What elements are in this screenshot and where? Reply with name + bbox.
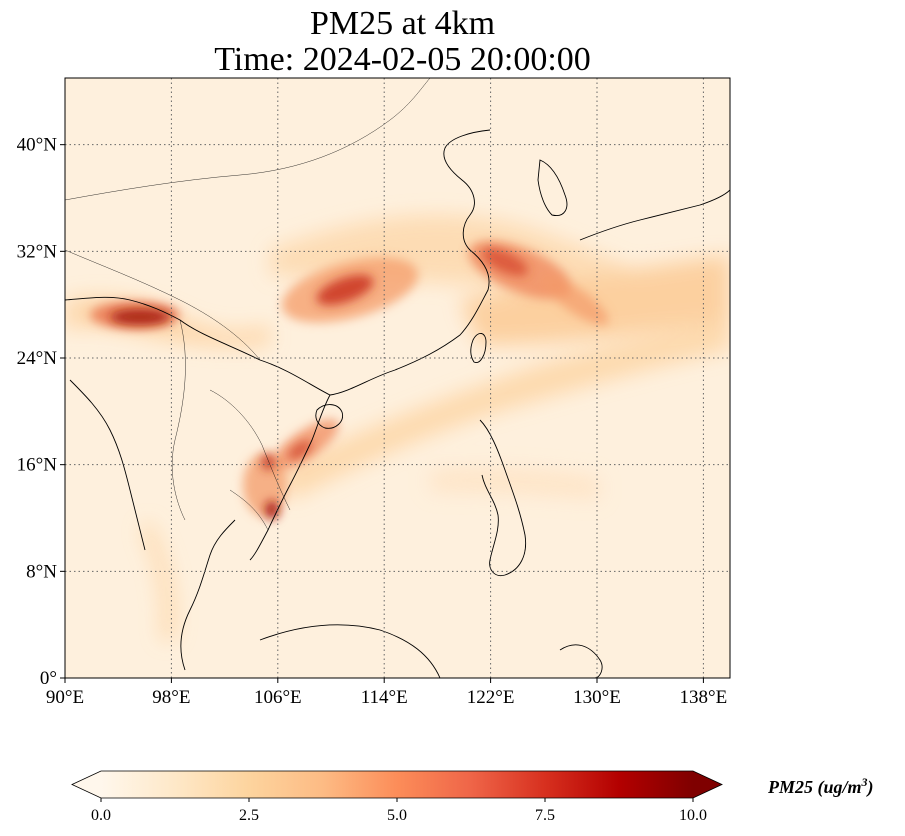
map-panel: 90°E 98°E 106°E 114°E 122°E 130°E 138°E 0° 8°N 1… xyxy=(17,77,731,708)
y-tick-label-5: 40°N xyxy=(17,135,58,156)
colorbar-tick-label-3: 7.5 xyxy=(535,807,555,824)
colorbar-tick-label-2: 5.0 xyxy=(387,807,407,824)
sulawesi-coastline xyxy=(559,644,603,678)
x-tick-label-4: 122°E xyxy=(467,687,515,708)
colorbar: 0.0 2.5 5.0 7.5 10.0 PM25 (ug/m3) xyxy=(71,770,874,824)
philippines-coastline xyxy=(479,419,527,577)
yangtze-outflow-plume xyxy=(541,275,609,325)
country-borders xyxy=(65,78,431,531)
map-subtitle-time: Time: 2024-02-05 20:00:00 xyxy=(214,41,591,78)
colorbar-gradient xyxy=(101,771,693,798)
cambodia-border xyxy=(229,489,269,531)
hainan-coastline xyxy=(315,404,343,429)
malay-peninsula-coastline xyxy=(180,519,236,671)
vietnam-coastline xyxy=(249,394,331,561)
pm25-field xyxy=(65,78,730,678)
laos-core xyxy=(262,454,274,470)
colorbar-tick-label-0: 0.0 xyxy=(91,807,111,824)
east-china-sea-band xyxy=(460,255,730,345)
x-tick-label-0: 90°E xyxy=(46,687,84,708)
north-vietnam-core xyxy=(288,440,312,460)
colorbar-tick-label-1: 2.5 xyxy=(239,807,259,824)
x-tick-label-6: 138°E xyxy=(680,687,728,708)
colorbar-extend-max xyxy=(693,771,722,798)
cambodia-core xyxy=(265,501,279,519)
map-background xyxy=(65,78,730,678)
y-tick-label-0: 0° xyxy=(40,668,57,689)
south-china-sea-band xyxy=(280,320,730,500)
map-title: PM25 at 4km xyxy=(309,5,496,42)
y-tick-label-3: 24°N xyxy=(17,348,58,369)
myanmar-border-core xyxy=(110,309,170,325)
myanmar-thailand-border xyxy=(171,319,186,521)
y-tick-label-4: 32°N xyxy=(17,241,58,262)
map-frame xyxy=(64,77,731,679)
x-tick-label-5: 130°E xyxy=(573,687,621,708)
longitude-axis: 90°E 98°E 106°E 114°E 122°E 130°E 138°E xyxy=(46,678,727,708)
colorbar-extend-min xyxy=(72,771,101,798)
taiwan-coastline xyxy=(470,333,487,363)
mongolia-border xyxy=(65,78,431,201)
andaman-band xyxy=(140,520,177,640)
korea-coastline xyxy=(537,159,568,216)
latitude-axis: 0° 8°N 16°N 24°N 32°N 40°N xyxy=(17,135,65,689)
china-southwest-border xyxy=(65,249,261,361)
x-tick-label-3: 114°E xyxy=(361,687,408,708)
bay-of-bengal-coastline xyxy=(69,379,146,551)
y-tick-label-1: 8°N xyxy=(26,561,57,582)
laos-plume xyxy=(243,453,287,517)
borneo-coastline xyxy=(259,624,441,678)
west-pacific-band xyxy=(430,467,600,500)
x-tick-label-1: 98°E xyxy=(152,687,190,708)
colorbar-tick-label-4: 10.0 xyxy=(679,807,707,824)
colorbar-label: PM25 (ug/m3) xyxy=(767,775,874,798)
laos-vietnam-border xyxy=(209,389,291,511)
x-tick-label-2: 106°E xyxy=(254,687,302,708)
yangtze-delta-core xyxy=(481,248,529,276)
y-tick-label-2: 16°N xyxy=(17,455,58,476)
japan-coastline xyxy=(579,189,730,241)
central-china-core xyxy=(316,274,374,306)
colorbar-ticks: 0.0 2.5 5.0 7.5 10.0 xyxy=(91,798,707,824)
